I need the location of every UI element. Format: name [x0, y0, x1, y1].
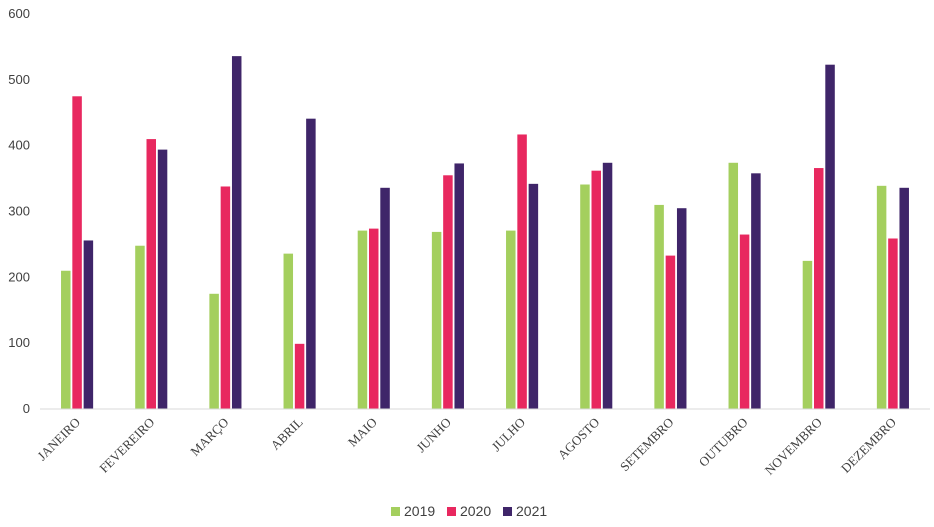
bar-2020-1 [146, 139, 156, 410]
x-tick-label: OUTUBRO [696, 415, 751, 470]
bar-2020-4 [369, 228, 379, 409]
legend-label-2021: 2021 [516, 503, 547, 519]
legend-label-2020: 2020 [460, 503, 491, 519]
x-tick-label: SETEMBRO [617, 415, 677, 475]
y-tick-label: 200 [8, 269, 30, 284]
legend: 2019 2020 2021 [391, 503, 547, 519]
bar-2021-0 [83, 240, 94, 409]
x-axis: JANEIRO FEVEREIRO MARÇO ABRIL MAIO JUNHO JULHO… [34, 414, 899, 477]
bar-2021-9 [751, 173, 761, 409]
bar-2021-4 [380, 187, 390, 409]
bar-2020-8 [665, 255, 676, 409]
bar-2019-3 [283, 253, 294, 409]
bar-2020-0 [72, 96, 82, 410]
bar-2019-0 [61, 270, 71, 409]
bar-2020-11 [888, 238, 898, 409]
bar-2019-8 [654, 204, 664, 409]
bar-2021-1 [157, 149, 168, 409]
legend-swatch-2021 [503, 507, 512, 516]
x-tick-label: JULHO [488, 415, 528, 455]
bar-2019-11 [876, 185, 887, 409]
x-tick-label: MAIO [345, 415, 380, 450]
x-tick-label: AGOSTO [555, 415, 603, 463]
bar-2019-6 [506, 230, 516, 409]
y-tick-label: 100 [8, 335, 30, 350]
bars [61, 56, 909, 410]
legend-label-2019: 2019 [404, 503, 435, 519]
x-tick-label: MARÇO [187, 415, 231, 459]
bar-2020-6 [517, 134, 527, 409]
bar-2019-2 [209, 293, 219, 409]
x-tick-label: NOVEMBRO [762, 415, 825, 478]
bar-2020-10 [814, 168, 824, 409]
legend-swatch-2019 [391, 507, 400, 516]
x-tick-label: JANEIRO [34, 415, 83, 464]
y-tick-label: 0 [23, 401, 30, 416]
bar-2019-4 [357, 230, 368, 409]
bar-2020-9 [739, 234, 750, 409]
x-tick-label: DEZEMBRO [838, 415, 899, 476]
bar-2019-10 [802, 260, 813, 409]
bar-2019-9 [728, 162, 739, 409]
bar-2020-3 [294, 343, 305, 409]
x-tick-label: JUNHO [413, 415, 454, 456]
y-tick-label: 400 [8, 138, 30, 153]
bar-2021-2 [231, 56, 242, 410]
x-tick-label: FEVEREIRO [96, 415, 157, 476]
bar-2019-5 [431, 231, 442, 409]
y-tick-label: 300 [8, 204, 30, 219]
bar-2019-1 [135, 245, 145, 409]
bar-2020-7 [591, 170, 601, 409]
bar-2020-2 [220, 186, 231, 409]
bar-2021-3 [306, 118, 316, 410]
y-tick-label: 600 [8, 6, 30, 21]
bar-2021-8 [676, 208, 687, 409]
bar-2021-11 [899, 187, 909, 409]
bar-2020-5 [443, 175, 453, 409]
y-tick-label: 500 [8, 72, 30, 87]
x-tick-label: ABRIL [268, 414, 306, 452]
bar-2021-10 [825, 64, 835, 410]
bar-2019-7 [580, 184, 590, 409]
bar-2021-7 [602, 162, 613, 409]
bar-2021-5 [454, 163, 464, 409]
legend-swatch-2020 [447, 507, 456, 516]
y-axis: 0 100 200 300 400 500 600 [8, 6, 30, 416]
bar-2021-6 [528, 183, 539, 409]
